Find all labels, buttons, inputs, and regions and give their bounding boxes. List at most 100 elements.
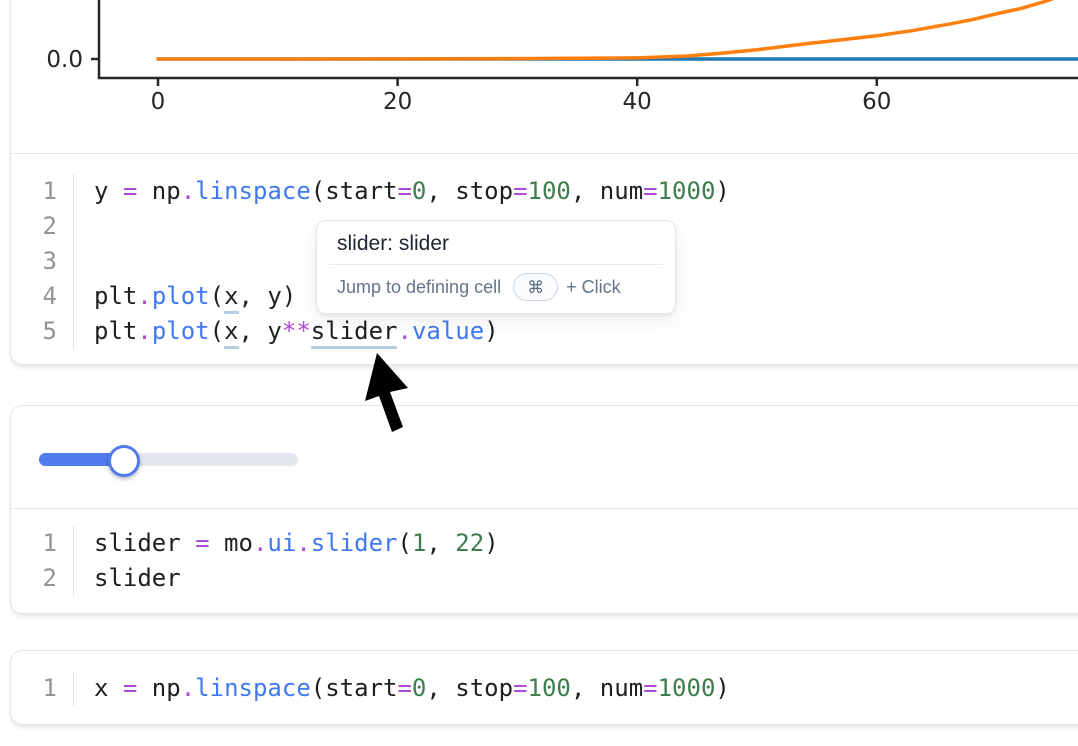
code-token: y	[252, 317, 282, 345]
code-token: (	[310, 177, 326, 205]
code-token: slider	[94, 529, 196, 557]
code-token: np	[137, 674, 181, 702]
code-token: =	[513, 674, 528, 702]
code-token: .	[137, 282, 152, 310]
cell-divider	[11, 153, 1078, 154]
code-token: .	[180, 674, 196, 702]
tooltip-hint-suffix: + Click	[566, 276, 621, 297]
code-line[interactable]: plt.plot(x, y**slider.value)	[94, 314, 1078, 349]
variable-tooltip: slider: slider Jump to defining cell ⌘ +…	[316, 220, 676, 314]
line-number: 1	[42, 177, 57, 205]
code-token: 1000	[657, 177, 716, 205]
x-tick-label: 40	[623, 89, 652, 115]
code-token: stop	[440, 674, 514, 702]
variable-reference-slider[interactable]: slider	[310, 317, 398, 349]
code-lines[interactable]: y = np.linspace(start=0, stop=100, num=1…	[74, 174, 1078, 349]
code-token: .	[397, 317, 412, 345]
code-token: =	[513, 177, 528, 205]
code-line[interactable]: slider	[94, 561, 1078, 596]
code-token: linspace	[195, 177, 311, 205]
code-lines[interactable]: slider = mo.ui.slider(1, 22) slider	[74, 526, 1078, 596]
slider-track[interactable]	[39, 445, 298, 477]
cursor-arrow-icon	[365, 353, 408, 432]
code-token: ,	[426, 529, 441, 557]
slider-output	[11, 406, 1078, 508]
code-token: 100	[527, 674, 571, 702]
code-token: ,	[238, 282, 253, 310]
code-token: )	[715, 674, 730, 702]
slider-handle[interactable]	[108, 445, 141, 477]
slider-fill	[39, 453, 130, 466]
cell-divider	[11, 508, 1078, 509]
line-number: 2	[42, 564, 57, 592]
line-chart: 0 20 40 60 0.0	[46, 0, 1078, 115]
tooltip-hint-row: Jump to defining cell ⌘ + Click	[317, 265, 675, 313]
code-editor-plot[interactable]: 1 2 3 4 5 y = np.linspace(start=0, stop=100, …	[11, 154, 1078, 366]
line-number: 3	[42, 247, 57, 275]
code-token: .	[252, 529, 268, 557]
code-token: (	[209, 282, 225, 310]
code-token: ui	[267, 529, 297, 557]
code-token: =	[397, 674, 412, 702]
code-token: plot	[151, 282, 210, 310]
line-number: 4	[42, 282, 57, 310]
line-number: 1	[42, 674, 57, 702]
code-token: x	[94, 674, 123, 702]
code-token: =	[643, 177, 658, 205]
line-number: 1	[42, 529, 57, 557]
tooltip-variable-name: slider: slider	[337, 232, 450, 255]
cell-slider: 1 2 slider = mo.ui.slider(1, 22) slider	[10, 405, 1078, 614]
code-editor-x[interactable]: 1 x = np.linspace(start=0, stop=100, num=…	[11, 651, 1078, 726]
variable-reference-x[interactable]: x	[224, 317, 239, 349]
code-line[interactable]: y = np.linspace(start=0, stop=100, num=1…	[94, 174, 1078, 209]
code-token: =	[122, 177, 138, 205]
tooltip-hint-text: Jump to defining cell	[337, 276, 502, 297]
variable-reference-x[interactable]: x	[224, 282, 239, 314]
cmd-key-badge: ⌘	[513, 273, 559, 301]
code-token: =	[397, 177, 412, 205]
code-token: num	[585, 674, 644, 702]
x-tick-label: 20	[383, 89, 412, 115]
code-line[interactable]: slider = mo.ui.slider(1, 22)	[94, 526, 1078, 561]
code-token: **	[281, 317, 311, 345]
code-token: start	[325, 177, 398, 205]
code-token: )	[484, 317, 499, 345]
code-token: ,	[570, 674, 586, 702]
code-token: 100	[527, 177, 571, 205]
matplotlib-output: 0 20 40 60 0.0	[11, 0, 1078, 153]
code-token: ,	[570, 177, 586, 205]
code-line[interactable]: plt.plot(x, y)	[94, 279, 1078, 314]
code-token: plot	[151, 317, 210, 345]
line-number: 5	[42, 317, 57, 345]
code-token: np	[137, 177, 181, 205]
code-lines[interactable]: x = np.linspace(start=0, stop=100, num=1…	[74, 671, 1078, 706]
line-number-gutter: 1	[11, 671, 74, 706]
series-line-orange	[156, 0, 1055, 61]
code-token: slider	[94, 564, 181, 592]
code-token: 1000	[657, 674, 716, 702]
code-editor-slider[interactable]: 1 2 slider = mo.ui.slider(1, 22) slider	[11, 509, 1078, 615]
code-token: start	[325, 674, 398, 702]
code-token: plt	[94, 317, 138, 345]
x-tick-label: 60	[862, 89, 891, 115]
code-token: =	[643, 674, 658, 702]
code-token: .	[296, 529, 311, 557]
code-token: ,	[238, 317, 253, 345]
cell-x: 1 x = np.linspace(start=0, stop=100, num=…	[10, 650, 1078, 725]
code-token: (	[310, 674, 326, 702]
code-token: (	[209, 317, 225, 345]
code-token: num	[585, 177, 644, 205]
code-token: (	[397, 529, 412, 557]
code-token: ,	[426, 177, 441, 205]
code-token: slider	[310, 529, 398, 557]
code-token: y	[252, 282, 282, 310]
code-token: )	[281, 282, 297, 310]
code-token: ,	[426, 674, 441, 702]
mouse-cursor	[365, 353, 408, 432]
code-token: )	[484, 529, 499, 557]
line-number-gutter: 1 2 3 4 5	[11, 174, 74, 349]
line-number: 2	[42, 212, 57, 240]
code-line[interactable]: x = np.linspace(start=0, stop=100, num=1…	[94, 671, 1078, 706]
